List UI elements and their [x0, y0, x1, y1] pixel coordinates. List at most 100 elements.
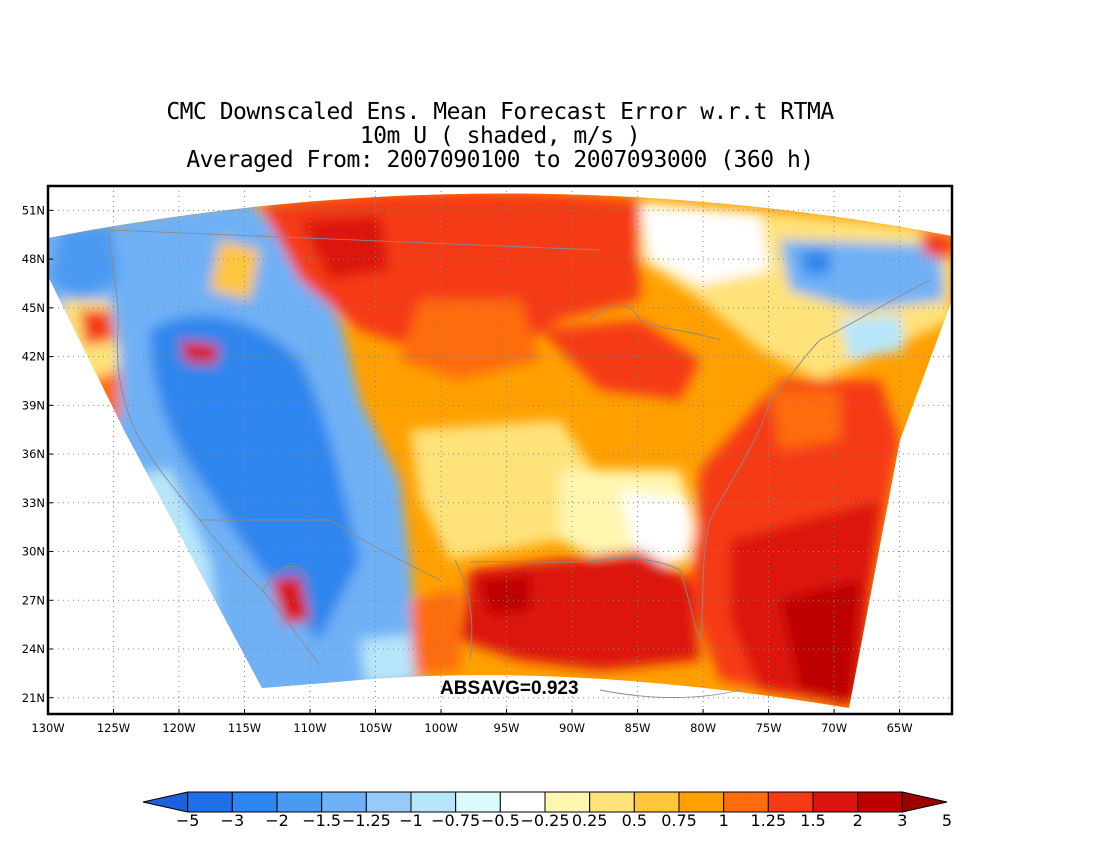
field-central-weak: [410, 420, 600, 560]
title-line-2: 10m U ( shaded, m/s ): [359, 123, 641, 149]
field-rockies-weak-positive: [210, 240, 260, 300]
colorbar-segment-min: [142, 791, 189, 813]
colorbar-segment: [812, 791, 859, 813]
field-mexico-positive: [410, 590, 460, 675]
northern-gulf-coast: [469, 557, 681, 571]
colorbar-label: 5: [942, 811, 952, 830]
lon-label: 95W: [494, 721, 520, 735]
map-title: CMC Downscaled Ens. Mean Forecast Error …: [0, 100, 1000, 172]
lon-label: 90W: [559, 721, 585, 735]
gulf-of-california: [261, 565, 311, 593]
forecast-domain: [48, 193, 952, 708]
colorbar-label: 1.25: [751, 811, 787, 830]
lon-label: 75W: [756, 721, 782, 735]
field-mid-atlantic-positive: [770, 390, 840, 450]
lon-label: 100W: [424, 721, 457, 735]
lat-label: 30N: [22, 545, 45, 559]
lon-label: 120W: [162, 721, 195, 735]
lon-label: 70W: [821, 721, 847, 735]
field-quebec-strong-negative: [800, 250, 830, 275]
canada-us-border: [109, 229, 601, 251]
colorbar-segment: [857, 791, 903, 813]
field-labrador-positive: [920, 230, 952, 260]
colorbar-segment: [187, 791, 233, 813]
colorbar-label: 3: [897, 811, 907, 830]
lon-label: 125W: [97, 721, 130, 735]
colorbar-segment: [276, 791, 323, 813]
field-southeast-white: [620, 490, 690, 570]
latitude-labels: 51N 48N 45N 42N 39N 36N 33N 30N 27N 24N 21N: [22, 203, 45, 704]
lat-label: 24N: [22, 642, 45, 656]
coastlines: [107, 227, 931, 698]
title-line-3: Averaged From: 2007090100 to 2007093000 …: [186, 147, 814, 173]
colorbar-label: −5: [176, 811, 200, 830]
field-maritimes-weak-negative: [840, 315, 905, 360]
absavg-annotation: ABSAVG=0.923: [440, 678, 579, 699]
field-california-positive: [90, 370, 120, 425]
colorbar-label: 0.75: [661, 811, 697, 830]
colorbar-segment: [544, 791, 591, 813]
colorbar-label: −2: [265, 811, 289, 830]
colorbar-segment: [455, 791, 501, 813]
colorbar-label: −0.75: [431, 811, 480, 830]
colorbar-segment: [499, 791, 546, 813]
shaded-field: [48, 186, 952, 714]
colorbar-segment: [589, 791, 635, 813]
lat-label: 48N: [22, 252, 45, 266]
colorbar-segment: [231, 791, 278, 813]
colorbar: −5 −3 −2 −1.5 −1.25 −1 −0.75 −0.5 −0.25 0.25 0.5 0.…: [142, 791, 952, 830]
field-montana-strong-positive: [300, 215, 390, 280]
field-baja-positive: [270, 575, 310, 625]
field-plains-positive: [400, 300, 540, 380]
colorbar-label: −1.25: [342, 811, 391, 830]
colorbar-label: −0.5: [481, 811, 520, 830]
colorbar-segment: [767, 791, 814, 813]
colorbar-label: −3: [221, 811, 245, 830]
lon-label: 80W: [690, 721, 716, 735]
field-oregon-positive: [80, 310, 115, 345]
colorbar-segment: [365, 791, 412, 813]
lat-label: 42N: [22, 350, 45, 364]
lat-label: 33N: [22, 496, 45, 510]
field-southwest-strong-negative: [150, 315, 360, 640]
lat-label: 45N: [22, 301, 45, 315]
colorbar-label: −1: [399, 811, 423, 830]
field-mexico-coast-weak-negative: [360, 635, 415, 683]
lat-label: 21N: [22, 691, 45, 705]
colorbar-segment: [410, 791, 457, 813]
colorbar-label: 1: [719, 811, 729, 830]
field-great-basin-positive: [180, 340, 220, 365]
colorbar-label: 2: [853, 811, 863, 830]
field-northwest-coast-negative: [50, 225, 120, 300]
lon-label: 130W: [31, 721, 64, 735]
pacific-coastline: [107, 227, 321, 666]
colorbar-label: 0.5: [622, 811, 647, 830]
colorbar-segment: [678, 791, 725, 813]
lon-label: 115W: [228, 721, 261, 735]
field-texas-coast-strong-positive: [480, 575, 530, 615]
colorbar-segment: [633, 791, 680, 813]
lat-label: 39N: [22, 398, 45, 412]
lon-label: 65W: [887, 721, 913, 735]
field-midwest-positive: [540, 320, 700, 400]
western-gulf-coast: [454, 559, 473, 661]
lat-lon-grid: [48, 186, 952, 714]
yucatan-cuba: [599, 689, 741, 698]
lon-label: 85W: [625, 721, 651, 735]
field-pacific-positive: [140, 560, 190, 605]
colorbar-label: −0.25: [520, 811, 569, 830]
title-line-1: CMC Downscaled Ens. Mean Forecast Error …: [166, 99, 834, 125]
colorbar-segment: [321, 791, 367, 813]
longitude-labels: 130W 125W 120W 115W 110W 105W 100W 95W 90W 85W 80W…: [31, 721, 912, 735]
florida-coast: [679, 569, 701, 641]
colorbar-label: −1.5: [302, 811, 341, 830]
lon-label: 110W: [293, 721, 326, 735]
great-lakes: [589, 304, 721, 341]
tick-marks: [47, 209, 901, 714]
colorbar-segment: [723, 791, 769, 813]
colorbar-label: 0.25: [572, 811, 608, 830]
field-atlantic-deep-positive: [780, 580, 860, 705]
lat-label: 51N: [22, 203, 45, 217]
lat-label: 36N: [22, 447, 45, 461]
